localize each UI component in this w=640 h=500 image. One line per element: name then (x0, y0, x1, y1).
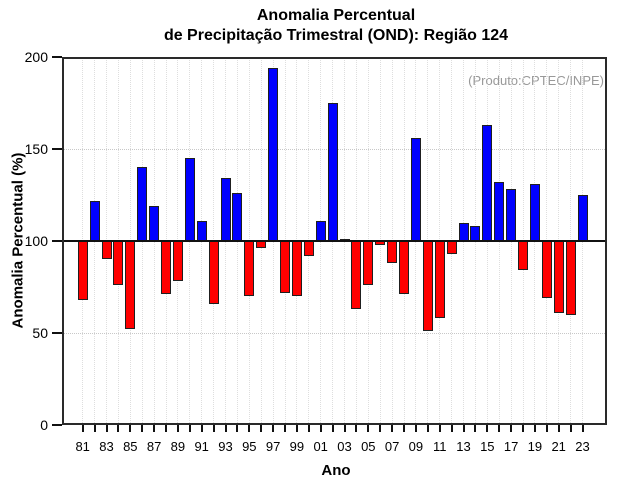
y-tick-label-150: 150 (24, 141, 48, 157)
x-tick-2006 (379, 425, 382, 432)
y-tick-label-0: 0 (40, 417, 48, 433)
x-tick-label-1997: 97 (265, 439, 281, 454)
x-tick-1995 (248, 425, 251, 432)
x-tick-2010 (426, 425, 429, 432)
x-tick-label-2023: 23 (575, 439, 590, 454)
x-tick-label-2007: 07 (384, 439, 400, 454)
x-tick-1991 (200, 425, 203, 432)
x-tick-1989 (176, 425, 179, 432)
x-tick-label-2005: 05 (361, 439, 376, 454)
x-tick-label-2013: 13 (456, 439, 471, 454)
x-tick-1994 (236, 425, 239, 432)
x-tick-1988 (165, 425, 167, 432)
x-tick-2013 (462, 425, 465, 432)
x-tick-2002 (331, 425, 334, 432)
x-tick-2009 (414, 425, 417, 432)
chart-title-line2: de Precipitação Trimestral (OND): Região… (163, 27, 509, 44)
x-tick-label-1987: 87 (146, 439, 162, 454)
baseline-100 (62, 240, 607, 242)
x-tick-label-2001: 01 (313, 439, 328, 454)
x-tick-2012 (450, 425, 453, 432)
x-tick-label-2021: 21 (551, 439, 566, 454)
x-tick-2016 (498, 425, 501, 432)
x-tick-2003 (343, 425, 346, 432)
y-tick-label-50: 50 (32, 325, 48, 341)
x-tick-2021 (557, 425, 560, 432)
x-tick-1993 (224, 425, 227, 432)
x-tick-1984 (117, 425, 120, 432)
x-tick-label-2015: 15 (480, 439, 495, 454)
x-tick-2005 (367, 425, 370, 432)
x-tick-1986 (141, 425, 144, 432)
x-tick-2018 (522, 425, 524, 432)
x-tick-label-1985: 85 (123, 439, 138, 454)
x-tick-1983 (105, 425, 108, 432)
x-tick-1987 (153, 425, 156, 432)
x-tick-label-1981: 81 (75, 439, 90, 454)
x-tick-label-1989: 89 (170, 439, 186, 454)
plot-frame (62, 57, 607, 425)
x-tick-1996 (260, 425, 263, 432)
produto-annotation: (Produto:CPTEC/INPE) (468, 73, 604, 88)
x-tick-2008 (403, 425, 405, 432)
y-tick-50 (52, 332, 62, 334)
y-tick-200 (52, 56, 62, 58)
x-tick-1981 (81, 425, 84, 432)
x-tick-label-1999: 99 (289, 439, 305, 454)
x-tick-1985 (129, 425, 132, 432)
y-tick-0 (52, 424, 62, 426)
x-tick-1999 (295, 425, 298, 432)
x-tick-2022 (569, 425, 572, 432)
gridline-h-50 (62, 332, 607, 334)
x-tick-label-1995: 95 (242, 439, 257, 454)
x-tick-label-2009: 09 (408, 439, 424, 454)
y-tick-label-200: 200 (24, 49, 48, 65)
x-tick-label-2003: 03 (337, 439, 352, 454)
x-tick-2000 (307, 425, 310, 432)
y-tick-label-100: 100 (24, 233, 48, 249)
x-tick-2017 (510, 425, 513, 432)
x-tick-2007 (391, 425, 394, 432)
x-tick-2023 (581, 425, 584, 432)
x-tick-label-2019: 19 (527, 439, 543, 454)
chart-title-line1: Anomalia Percentual (256, 7, 416, 24)
x-tick-2001 (319, 425, 322, 432)
x-tick-label-1983: 83 (99, 439, 114, 454)
x-tick-2019 (533, 425, 536, 432)
x-tick-2020 (545, 425, 548, 432)
x-tick-label-1993: 93 (218, 439, 233, 454)
x-tick-2004 (355, 425, 358, 432)
x-tick-1997 (272, 425, 275, 432)
x-tick-1990 (188, 425, 191, 432)
x-tick-label-2011: 11 (432, 439, 447, 454)
x-tick-2011 (438, 425, 441, 432)
x-tick-1998 (284, 425, 286, 432)
x-tick-2015 (486, 425, 489, 432)
x-tick-label-2017: 17 (503, 439, 519, 454)
x-tick-label-1991: 91 (194, 439, 209, 454)
x-tick-1982 (93, 425, 96, 432)
y-tick-150 (52, 148, 62, 150)
x-tick-1992 (212, 425, 215, 432)
x-tick-2014 (474, 425, 477, 432)
x-axis-label: Ano (321, 462, 351, 479)
y-tick-100 (52, 240, 62, 242)
